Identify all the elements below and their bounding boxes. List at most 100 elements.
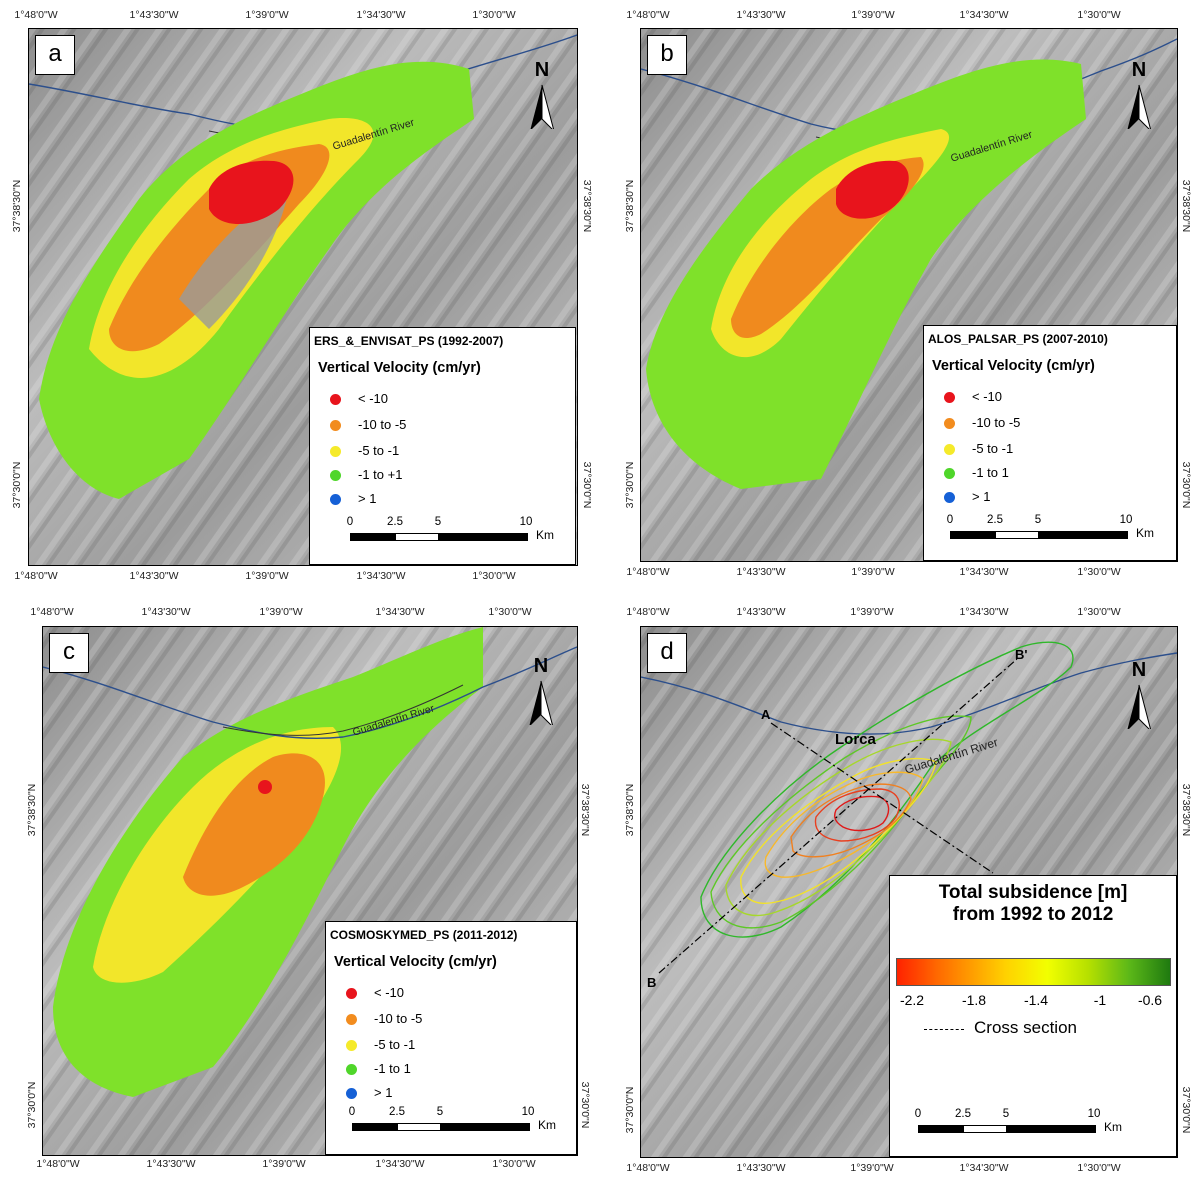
right-tick-1: 37°38'30"N bbox=[581, 180, 593, 233]
scale-label: 10 bbox=[522, 1106, 535, 1118]
legend-dot bbox=[346, 1040, 357, 1051]
top-tick-5: 1°30'0"W bbox=[472, 9, 515, 21]
legend-item-label: > 1 bbox=[972, 489, 990, 504]
scale-label: 0 bbox=[947, 514, 953, 526]
scale-bar-a: 0 2.5 5 10 Km bbox=[350, 516, 550, 546]
scale-label: 10 bbox=[1120, 514, 1133, 526]
scale-label: 0 bbox=[349, 1106, 355, 1118]
scale-unit: Km bbox=[1104, 1120, 1122, 1134]
legend-c: COSMOSKYMED_PS (2011-2012) Vertical Velo… bbox=[325, 921, 577, 1155]
right-tick-1: 37°38'30"N bbox=[1180, 784, 1192, 837]
legend-dot bbox=[944, 468, 955, 479]
left-tick-2: 37°30'0"N bbox=[11, 462, 23, 509]
panel-d: 1°48'0"W 1°43'30"W 1°39'0"W 1°34'30"W 1°… bbox=[598, 590, 1195, 1178]
map-frame-b: b Guadalentín River N ALOS_PALSAR_PS (20… bbox=[640, 28, 1178, 562]
legend-dot bbox=[944, 492, 955, 503]
panel-a: 1°48'0"W 1°43'30"W 1°39'0"W 1°34'30"W 1°… bbox=[0, 0, 597, 590]
bottom-tick-4: 1°34'30"W bbox=[356, 570, 405, 582]
scale-segment bbox=[395, 533, 439, 541]
legend-dot bbox=[944, 392, 955, 403]
legend-item-label: -10 to -5 bbox=[972, 415, 1020, 430]
north-arrow-c: N bbox=[521, 655, 561, 725]
scale-segment bbox=[1006, 1125, 1096, 1133]
scale-label: 5 bbox=[437, 1106, 443, 1118]
bottom-tick-2: 1°43'30"W bbox=[146, 1158, 195, 1170]
scale-bar-b: 0 2.5 5 10 Km bbox=[950, 514, 1150, 544]
colorbar-tick: -0.6 bbox=[1138, 992, 1162, 1008]
left-tick-1: 37°38'30"N bbox=[11, 180, 23, 233]
top-tick-1: 1°48'0"W bbox=[626, 9, 669, 21]
legend-d: Total subsidence [m] from 1992 to 2012 -… bbox=[889, 875, 1177, 1157]
legend-dot bbox=[944, 444, 955, 455]
legend-dot bbox=[346, 1064, 357, 1075]
legend-dot bbox=[330, 394, 341, 405]
scale-segment bbox=[995, 531, 1039, 539]
top-tick-2: 1°43'30"W bbox=[141, 606, 190, 618]
legend-title-line-1: Total subsidence [m] bbox=[890, 882, 1176, 904]
left-tick-1: 37°38'30"N bbox=[26, 784, 38, 837]
legend-item-label: < -10 bbox=[374, 985, 404, 1000]
legend-dot bbox=[346, 1088, 357, 1099]
legend-item-label: -10 to -5 bbox=[358, 417, 406, 432]
bottom-tick-1: 1°48'0"W bbox=[36, 1158, 79, 1170]
legend-item-label: -1 to 1 bbox=[972, 465, 1009, 480]
legend-title: Total subsidence [m] from 1992 to 2012 bbox=[890, 882, 1176, 926]
bottom-tick-4: 1°34'30"W bbox=[959, 566, 1008, 578]
colorbar bbox=[896, 958, 1171, 986]
north-arrow-icon bbox=[1119, 659, 1159, 729]
top-tick-3: 1°39'0"W bbox=[259, 606, 302, 618]
left-tick-1: 37°38'30"N bbox=[624, 180, 636, 233]
scale-label: 5 bbox=[1035, 514, 1041, 526]
top-tick-5: 1°30'0"W bbox=[488, 606, 531, 618]
left-tick-1: 37°38'30"N bbox=[624, 784, 636, 837]
panel-letter-b: b bbox=[647, 35, 687, 75]
legend-title-line-2: from 1992 to 2012 bbox=[890, 904, 1176, 926]
bottom-tick-3: 1°39'0"W bbox=[262, 1158, 305, 1170]
right-tick-1: 37°38'30"N bbox=[579, 784, 591, 837]
bottom-tick-3: 1°39'0"W bbox=[850, 1162, 893, 1174]
legend-dot bbox=[346, 988, 357, 999]
right-tick-2: 37°30'0"N bbox=[1180, 462, 1192, 509]
panel-b: 1°48'0"W 1°43'30"W 1°39'0"W 1°34'30"W 1°… bbox=[598, 0, 1195, 590]
scale-label: 5 bbox=[1003, 1108, 1009, 1120]
top-tick-5: 1°30'0"W bbox=[1077, 9, 1120, 21]
scale-segment bbox=[397, 1123, 441, 1131]
scale-segment bbox=[963, 1125, 1007, 1133]
colorbar-tick: -1 bbox=[1094, 992, 1106, 1008]
top-tick-2: 1°43'30"W bbox=[129, 9, 178, 21]
legend-item-label: -5 to -1 bbox=[374, 1037, 415, 1052]
north-arrow-icon bbox=[521, 655, 561, 725]
bottom-tick-1: 1°48'0"W bbox=[626, 1162, 669, 1174]
scale-label: 2.5 bbox=[389, 1106, 405, 1118]
scale-segment bbox=[350, 533, 396, 541]
cross-section-legend-label: Cross section bbox=[974, 1018, 1077, 1038]
panel-c: 1°48'0"W 1°43'30"W 1°39'0"W 1°34'30"W 1°… bbox=[0, 590, 597, 1178]
bottom-tick-4: 1°34'30"W bbox=[375, 1158, 424, 1170]
legend-a: ERS_&_ENVISAT_PS (1992-2007) Vertical Ve… bbox=[309, 327, 576, 565]
top-tick-4: 1°34'30"W bbox=[356, 9, 405, 21]
scale-segment bbox=[438, 533, 528, 541]
top-tick-2: 1°43'30"W bbox=[736, 9, 785, 21]
bottom-tick-5: 1°30'0"W bbox=[1077, 1162, 1120, 1174]
scale-segment bbox=[950, 531, 996, 539]
bottom-tick-3: 1°39'0"W bbox=[851, 566, 894, 578]
label-a: A bbox=[761, 707, 770, 722]
scale-unit: Km bbox=[1136, 526, 1154, 540]
legend-item-label: > 1 bbox=[358, 491, 376, 506]
scale-unit: Km bbox=[538, 1118, 556, 1132]
legend-item-label: -1 to 1 bbox=[374, 1061, 411, 1076]
legend-dot bbox=[330, 446, 341, 457]
top-tick-1: 1°48'0"W bbox=[30, 606, 73, 618]
bottom-tick-2: 1°43'30"W bbox=[736, 1162, 785, 1174]
top-tick-2: 1°43'30"W bbox=[736, 606, 785, 618]
left-tick-2: 37°30'0"N bbox=[26, 1082, 38, 1129]
legend-dot bbox=[330, 420, 341, 431]
panel-letter-a: a bbox=[35, 35, 75, 75]
scale-label: 0 bbox=[915, 1108, 921, 1120]
map-frame-c: c Guadalentín River N COSMOSKYMED_PS (20… bbox=[42, 626, 578, 1156]
top-tick-3: 1°39'0"W bbox=[245, 9, 288, 21]
legend-title: ERS_&_ENVISAT_PS (1992-2007) bbox=[314, 334, 503, 348]
top-tick-5: 1°30'0"W bbox=[1077, 606, 1120, 618]
panel-letter-d: d bbox=[647, 633, 687, 673]
north-arrow-icon bbox=[522, 59, 562, 129]
